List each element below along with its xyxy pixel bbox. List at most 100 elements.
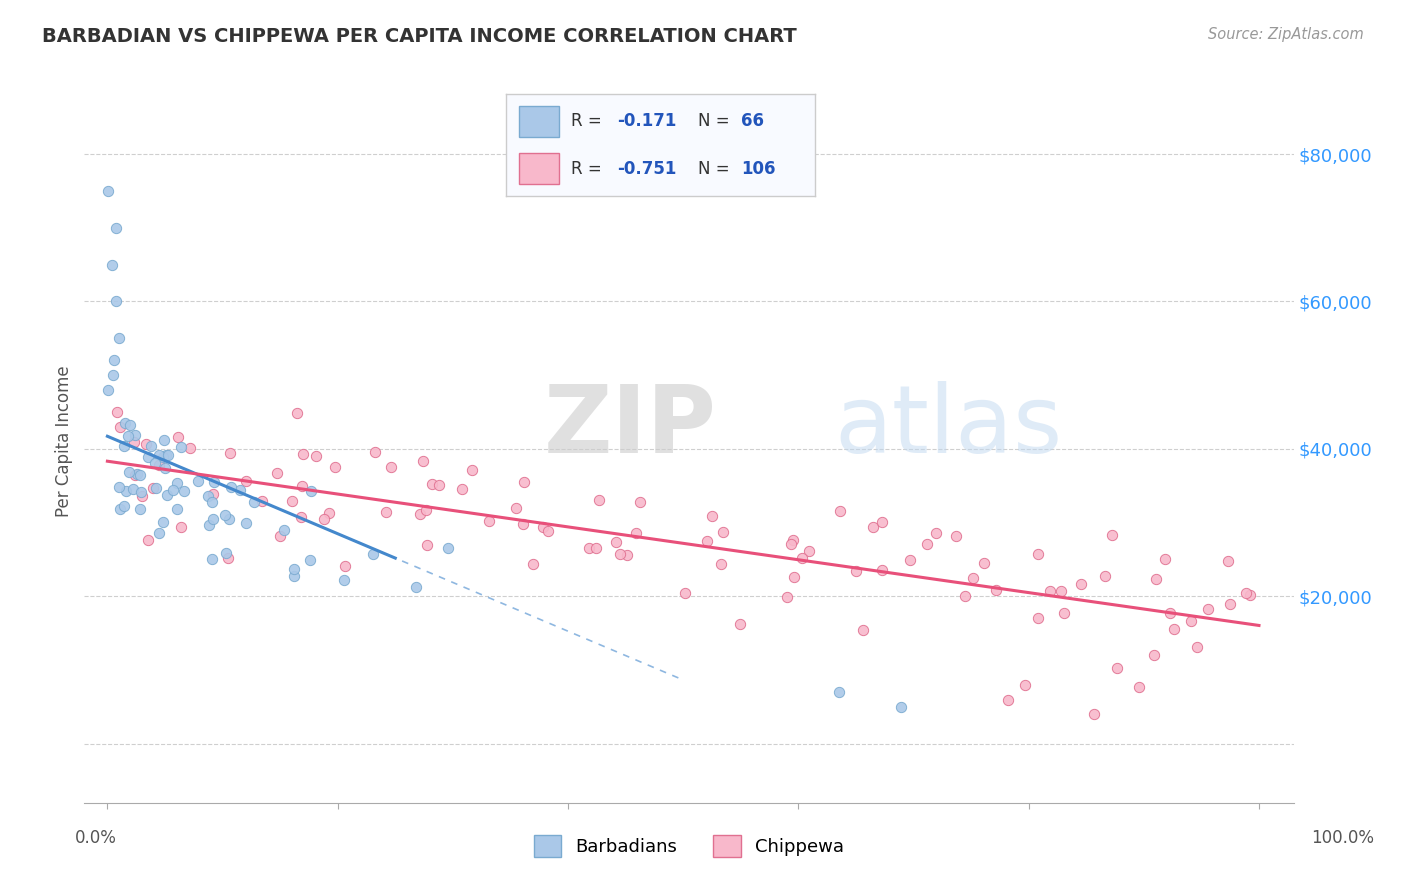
Point — [148, 526, 170, 541]
Point — [298, 552, 321, 566]
Point — [585, 541, 607, 556]
Point — [1083, 707, 1105, 722]
Point — [409, 507, 432, 521]
Point — [782, 533, 804, 547]
Point — [830, 504, 852, 518]
Point — [252, 493, 274, 508]
Point — [235, 475, 257, 489]
Text: N =: N = — [697, 160, 730, 178]
Point — [136, 533, 159, 547]
Text: R =: R = — [571, 160, 602, 178]
Point — [229, 483, 252, 497]
Point — [112, 499, 135, 513]
Point — [107, 331, 129, 345]
Bar — [519, 106, 558, 136]
Point — [204, 475, 226, 489]
Point — [478, 514, 501, 528]
Point — [924, 526, 946, 541]
Point — [415, 538, 437, 552]
Point — [1218, 553, 1240, 567]
Point — [136, 450, 159, 465]
Point — [101, 368, 124, 383]
Point — [364, 445, 387, 459]
Point — [1128, 681, 1150, 695]
Point — [374, 505, 396, 519]
Point — [862, 519, 884, 533]
Point — [1180, 614, 1202, 628]
Point — [420, 476, 443, 491]
Point — [1239, 589, 1261, 603]
Point — [156, 487, 179, 501]
Point — [291, 478, 314, 492]
Point — [108, 480, 131, 494]
Point — [218, 511, 240, 525]
Point — [283, 569, 305, 583]
Point — [1026, 547, 1049, 561]
Point — [124, 468, 146, 483]
Point — [531, 520, 554, 534]
Point — [1159, 606, 1181, 620]
Point — [323, 460, 346, 475]
Text: -0.171: -0.171 — [617, 112, 676, 130]
Point — [152, 515, 174, 529]
Point — [167, 430, 190, 444]
Point — [1185, 640, 1208, 654]
Point — [215, 546, 238, 560]
Point — [157, 448, 180, 462]
Point — [1026, 611, 1049, 625]
Point — [153, 434, 176, 448]
Point — [291, 448, 314, 462]
Point — [436, 541, 458, 555]
Point — [169, 440, 191, 454]
Point — [127, 467, 149, 481]
Text: N =: N = — [697, 112, 730, 130]
Point — [118, 466, 141, 480]
Point — [1105, 661, 1128, 675]
Point — [131, 489, 153, 503]
Point — [537, 524, 560, 539]
Bar — [519, 153, 558, 184]
Point — [945, 528, 967, 542]
Point — [173, 484, 195, 499]
Point — [243, 495, 266, 509]
Point — [135, 437, 157, 451]
Text: atlas: atlas — [834, 381, 1063, 473]
Point — [122, 434, 145, 449]
Point — [624, 526, 647, 541]
Point — [312, 512, 335, 526]
Point — [405, 580, 427, 594]
Point — [141, 439, 163, 453]
Point — [143, 456, 166, 470]
Point — [169, 519, 191, 533]
Text: 106: 106 — [741, 160, 776, 178]
Point — [219, 446, 242, 460]
Point — [505, 501, 527, 516]
Point — [845, 564, 868, 578]
Point — [513, 475, 536, 490]
Point — [828, 685, 851, 699]
Point — [318, 506, 340, 520]
Point — [953, 589, 976, 603]
Point — [202, 486, 225, 500]
Point — [1234, 586, 1257, 600]
Point — [269, 529, 291, 543]
Point — [101, 258, 124, 272]
Point — [776, 590, 799, 604]
Point — [281, 494, 304, 508]
Point — [97, 383, 120, 397]
Point — [997, 692, 1019, 706]
Point — [148, 448, 170, 462]
Point — [290, 510, 312, 524]
Point — [162, 483, 184, 497]
Point — [870, 515, 893, 529]
Legend: Barbadians, Chippewa: Barbadians, Chippewa — [524, 826, 853, 866]
Point — [128, 467, 150, 482]
Point — [120, 418, 142, 433]
Text: R =: R = — [571, 112, 602, 130]
Point — [103, 353, 125, 368]
Text: ZIP: ZIP — [544, 381, 717, 473]
Point — [166, 501, 188, 516]
Point — [890, 700, 912, 714]
Point — [1094, 569, 1116, 583]
Point — [105, 405, 128, 419]
